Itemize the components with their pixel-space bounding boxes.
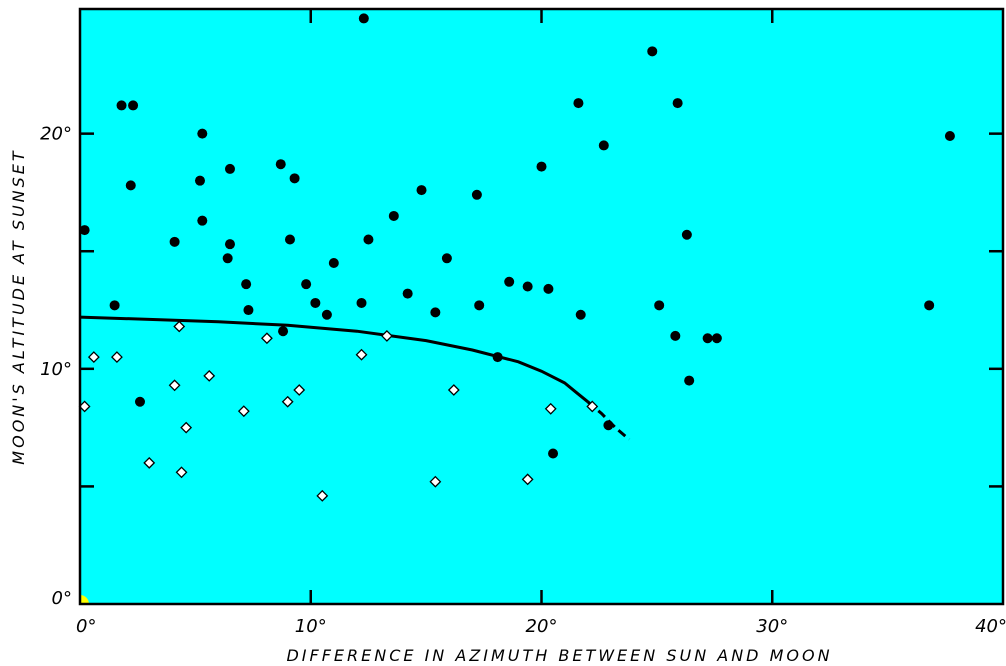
filled-point-29	[430, 307, 441, 318]
points-layer	[78, 13, 955, 502]
filled-point-4	[125, 180, 136, 191]
filled-point-15	[275, 159, 286, 170]
filled-point-9	[197, 215, 208, 226]
filled-point-3	[128, 100, 139, 111]
filled-point-21	[321, 309, 332, 320]
filled-point-32	[474, 300, 485, 311]
filled-point-51	[924, 300, 935, 311]
filled-point-22	[328, 257, 339, 268]
filled-point-1	[109, 300, 120, 311]
filled-point-33	[492, 352, 503, 363]
open-point-4	[168, 379, 181, 392]
open-point-11	[281, 395, 294, 408]
filled-point-20	[310, 297, 321, 308]
open-point-15	[380, 329, 393, 342]
filled-point-8	[197, 128, 208, 139]
filled-point-36	[536, 161, 547, 172]
open-point-13	[316, 489, 329, 502]
filled-point-27	[402, 288, 413, 299]
filled-point-26	[388, 210, 399, 221]
y-tick-label-2: 20°	[40, 124, 72, 145]
filled-point-48	[684, 375, 695, 386]
plot-area-background	[80, 9, 1003, 604]
filled-point-6	[169, 236, 180, 247]
x-tick-label-4: 40°	[975, 616, 1006, 637]
y-tick-label-0: 0°	[52, 588, 72, 609]
filled-point-39	[573, 98, 584, 109]
filled-point-24	[358, 13, 369, 24]
filled-point-7	[194, 175, 205, 186]
filled-point-30	[441, 253, 452, 264]
open-point-18	[521, 473, 534, 486]
open-point-14	[355, 348, 368, 361]
filled-point-52	[944, 130, 955, 141]
filled-point-34	[504, 276, 515, 287]
filled-point-50	[711, 333, 722, 344]
filled-point-44	[654, 300, 665, 311]
filled-point-35	[522, 281, 533, 292]
filled-point-16	[278, 326, 289, 337]
open-point-8	[203, 369, 216, 382]
filled-point-49	[702, 333, 713, 344]
y-axis-title: MOON'S ALTITUDE AT SUNSET	[9, 148, 28, 464]
open-point-2	[111, 351, 123, 363]
filled-point-2	[116, 100, 127, 111]
filled-point-23	[356, 297, 367, 308]
filled-point-14	[243, 305, 254, 316]
open-point-19	[544, 402, 557, 415]
filled-point-17	[284, 234, 295, 245]
open-point-16	[429, 475, 442, 488]
filled-point-5	[134, 396, 145, 407]
open-point-17	[447, 384, 460, 396]
open-point-12	[293, 384, 306, 396]
x-axis-title: DIFFERENCE IN AZIMUTH BETWEEN SUN AND MO…	[286, 646, 832, 665]
filled-point-41	[598, 140, 609, 151]
filled-point-10	[222, 253, 233, 264]
filled-point-19	[301, 279, 312, 290]
open-point-9	[237, 405, 250, 418]
open-point-1	[87, 351, 100, 363]
filled-point-45	[670, 330, 681, 341]
open-point-6	[175, 466, 188, 479]
origin-marker	[80, 595, 89, 604]
filled-point-38	[548, 448, 559, 459]
origin-layer	[80, 595, 89, 604]
filled-point-43	[647, 46, 658, 57]
open-point-20	[586, 400, 599, 413]
x-tick-label-0: 0°	[76, 616, 96, 637]
y-tick-label-1: 10°	[40, 359, 72, 380]
filled-point-12	[224, 239, 235, 250]
open-point-3	[143, 456, 156, 469]
filled-point-13	[241, 279, 252, 290]
open-point-10	[260, 332, 273, 345]
filled-point-31	[471, 189, 482, 200]
open-point-7	[180, 421, 193, 434]
x-tick-label-2: 20°	[526, 616, 558, 637]
x-tick-label-3: 30°	[756, 616, 788, 637]
filled-point-46	[672, 98, 683, 109]
filled-point-40	[575, 309, 586, 320]
curve-solid	[79, 315, 589, 403]
ticks-layer: 0° 10° 20° 30° 40° 0° 10° 20°	[40, 9, 1006, 637]
filled-point-42	[603, 420, 614, 431]
filled-point-28	[416, 185, 427, 196]
filled-point-37	[543, 283, 554, 294]
x-tick-label-1: 10°	[295, 616, 327, 637]
filled-point-47	[681, 229, 692, 240]
open-point-0	[78, 400, 91, 413]
open-point-5	[173, 320, 186, 333]
filled-point-25	[363, 234, 374, 245]
filled-point-18	[289, 173, 300, 184]
filled-point-0	[79, 225, 90, 236]
filled-point-11	[224, 163, 235, 174]
